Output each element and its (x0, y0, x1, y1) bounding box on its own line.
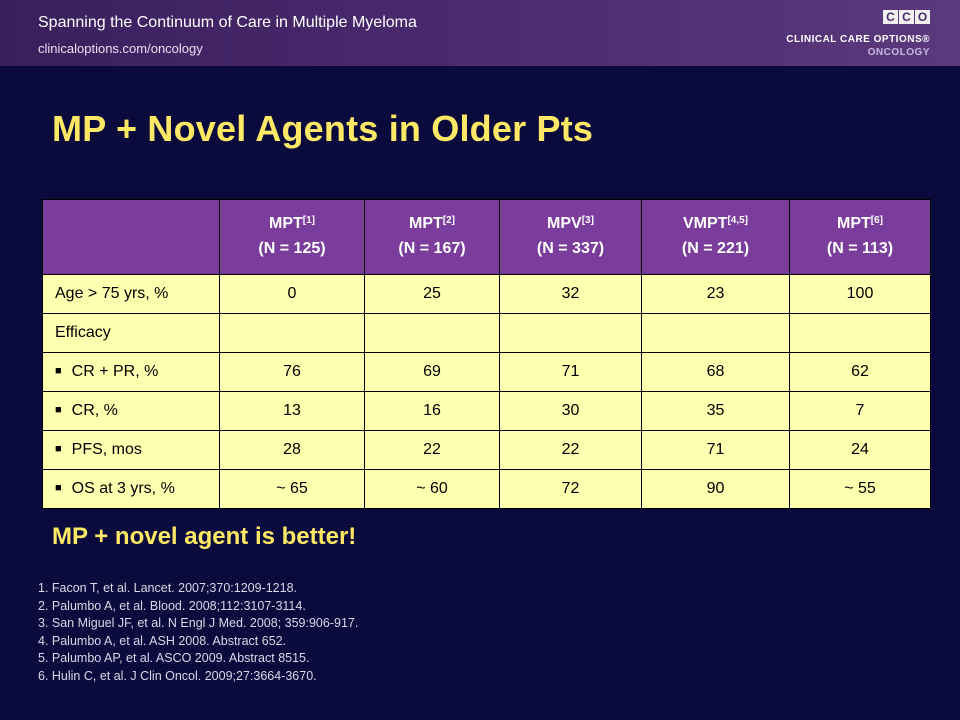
logo-letters: C C O (882, 10, 930, 24)
table-cell: 35 (641, 391, 790, 431)
square-bullet-icon: ■ (55, 404, 62, 416)
table-cell: ~ 60 (364, 469, 500, 509)
results-table: MPT[1] (N = 125) MPT[2] (N = 167) MPV[3] (N… (42, 199, 931, 509)
header-bar: Spanning the Continuum of Care in Multip… (0, 0, 960, 66)
table-cell: 72 (499, 469, 642, 509)
table-cell: ~ 55 (789, 469, 931, 509)
column-header: MPV[3] (N = 337) (499, 199, 642, 275)
table-cell: 71 (641, 430, 790, 470)
row-label: ■ PFS, mos (42, 430, 220, 470)
table-cell (499, 313, 642, 353)
column-header: MPT[1] (N = 125) (219, 199, 365, 275)
logo-text-main: CLINICAL CARE OPTIONS® (786, 34, 930, 45)
table-row: ■ OS at 3 yrs, % ~ 65 ~ 60 72 90 ~ 55 (42, 469, 931, 509)
reference-item: 3. San Miguel JF, et al. N Engl J Med. 2… (38, 616, 359, 630)
logo-letter-2: C (899, 10, 914, 24)
square-bullet-icon: ■ (55, 443, 62, 455)
logo-letter-3: O (915, 10, 930, 24)
table-cell: 25 (364, 274, 500, 314)
table-header-row: MPT[1] (N = 125) MPT[2] (N = 167) MPV[3] (N… (42, 199, 931, 275)
table-cell: 16 (364, 391, 500, 431)
table-cell: 68 (641, 352, 790, 392)
table-row: Efficacy (42, 313, 931, 353)
table-row: Age > 75 yrs, % 0 25 32 23 100 (42, 274, 931, 314)
header-url: clinicaloptions.com/oncology (38, 41, 203, 56)
reference-item: 4. Palumbo A, et al. ASH 2008. Abstract … (38, 633, 287, 648)
table-cell: 71 (499, 352, 642, 392)
square-bullet-icon: ■ (55, 482, 62, 494)
table-cell: 0 (219, 274, 365, 314)
table-cell: 24 (789, 430, 931, 470)
references-list: 1. Facon T, et al. Lancet. 2007;370:1209… (38, 580, 358, 685)
table-cell: 69 (364, 352, 500, 392)
table-cell: 62 (789, 352, 931, 392)
table-cell (641, 313, 790, 353)
table-cell (219, 313, 365, 353)
table-cell: 28 (219, 430, 365, 470)
row-label: ■ CR + PR, % (42, 352, 220, 392)
logo-letter-1: C (883, 10, 898, 24)
column-header: VMPT[4,5] (N = 221) (641, 199, 790, 275)
table-cell (789, 313, 931, 353)
table-cell: 76 (219, 352, 365, 392)
table-corner-cell (42, 199, 220, 275)
table-cell: 90 (641, 469, 790, 509)
reference-item: 6. Hulin C, et al. J Clin Oncol. 2009;27… (38, 668, 317, 683)
table-cell: 22 (364, 430, 500, 470)
reference-item: 5. Palumbo AP, et al. ASCO 2009. Abstrac… (38, 651, 310, 665)
logo-text-sub: ONCOLOGY (867, 47, 930, 58)
header-title: Spanning the Continuum of Care in Multip… (38, 14, 417, 31)
table-row: ■ PFS, mos 28 22 22 71 24 (42, 430, 931, 470)
table-cell: 32 (499, 274, 642, 314)
slide-title: MP + Novel Agents in Older Pts (52, 108, 594, 149)
cco-logo: C C O CLINICAL CARE OPTIONS® ONCOLOGY (770, 8, 930, 62)
square-bullet-icon: ■ (55, 365, 62, 377)
table-row: ■ CR + PR, % 76 69 71 68 62 (42, 352, 931, 392)
table-cell: 13 (219, 391, 365, 431)
table-cell: 100 (789, 274, 931, 314)
row-label: ■ OS at 3 yrs, % (42, 469, 220, 509)
column-header: MPT[6] (N = 113) (789, 199, 931, 275)
column-header: MPT[2] (N = 167) (364, 199, 500, 275)
row-label: Efficacy (42, 313, 220, 353)
reference-item: 1. Facon T, et al. Lancet. 2007;370:1209… (38, 581, 297, 595)
table-cell: 30 (499, 391, 642, 431)
table-cell: ~ 65 (219, 469, 365, 509)
reference-item: 2. Palumbo A, et al. Blood. 2008;112:310… (38, 598, 306, 613)
table-cell: 23 (641, 274, 790, 314)
table-cell: 22 (499, 430, 642, 470)
table-row: ■ CR, % 13 16 30 35 7 (42, 391, 931, 431)
table-cell: 7 (789, 391, 931, 431)
table-cell (364, 313, 500, 353)
row-label: Age > 75 yrs, % (42, 274, 220, 314)
row-label: ■ CR, % (42, 391, 220, 431)
conclusion-text: MP + novel agent is better! (52, 523, 357, 550)
